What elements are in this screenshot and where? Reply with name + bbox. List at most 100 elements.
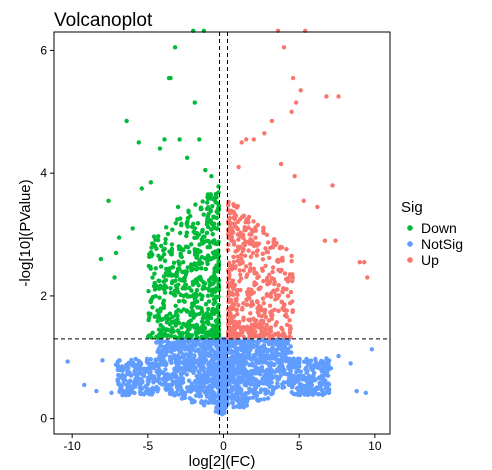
data-point <box>199 319 205 324</box>
data-point <box>206 238 211 244</box>
data-point <box>308 378 314 383</box>
data-point <box>244 274 249 280</box>
data-point <box>221 385 226 390</box>
data-point <box>299 382 304 388</box>
data-point <box>234 307 240 312</box>
data-point <box>241 213 247 218</box>
data-point <box>230 401 235 406</box>
data-point <box>199 237 205 242</box>
data-point <box>248 261 253 267</box>
data-point <box>205 245 210 250</box>
data-point <box>151 234 157 239</box>
data-point <box>270 356 276 361</box>
data-point <box>234 299 239 304</box>
data-point <box>242 242 248 248</box>
data-point <box>287 376 293 382</box>
data-point <box>253 366 258 371</box>
data-point <box>227 276 232 281</box>
data-point <box>262 308 267 313</box>
data-point <box>200 199 205 204</box>
data-point <box>163 225 169 230</box>
data-point <box>297 364 302 369</box>
data-point <box>211 363 216 368</box>
data-point <box>246 374 251 379</box>
data-point <box>232 211 237 217</box>
data-point <box>207 345 212 350</box>
data-point <box>290 272 295 277</box>
data-point <box>200 229 205 234</box>
data-point <box>166 340 171 345</box>
data-point <box>178 384 183 389</box>
data-point <box>133 356 138 362</box>
data-point <box>231 259 237 265</box>
data-point <box>221 410 226 416</box>
data-point <box>236 353 241 358</box>
data-point <box>199 356 205 362</box>
data-point <box>227 231 232 237</box>
data-point <box>176 282 181 287</box>
data-point <box>301 359 307 364</box>
data-point <box>177 360 183 365</box>
data-point <box>184 292 189 297</box>
data-point <box>165 317 170 322</box>
data-point <box>163 236 168 242</box>
data-point <box>249 299 254 304</box>
data-point <box>284 246 289 252</box>
data-point <box>207 220 212 225</box>
data-point <box>161 274 167 279</box>
data-point <box>242 363 247 368</box>
data-point <box>251 266 257 272</box>
data-point <box>281 332 286 337</box>
data-point <box>153 360 158 365</box>
data-point <box>116 380 121 386</box>
data-point <box>230 305 235 310</box>
data-point <box>260 257 266 262</box>
data-point <box>256 241 262 246</box>
data-point <box>196 384 201 390</box>
data-point <box>211 390 216 395</box>
data-point <box>155 349 160 355</box>
data-point <box>214 226 219 231</box>
y-tick-label: 0 <box>40 412 47 426</box>
data-point <box>262 131 267 136</box>
data-point <box>239 256 244 261</box>
data-point <box>263 263 268 269</box>
data-point <box>201 403 207 408</box>
data-point <box>233 339 239 344</box>
data-point <box>198 365 203 371</box>
data-point <box>178 251 183 256</box>
data-point <box>113 250 119 256</box>
data-point <box>164 285 169 290</box>
data-point <box>193 291 199 296</box>
data-point <box>124 392 129 398</box>
data-point <box>276 308 281 314</box>
data-point <box>267 303 273 308</box>
data-point <box>267 255 272 261</box>
data-point <box>322 372 327 377</box>
data-point <box>303 365 309 370</box>
data-point <box>186 327 191 332</box>
data-point <box>260 268 265 273</box>
data-point <box>150 330 155 335</box>
data-point <box>244 324 250 329</box>
data-point <box>363 390 368 396</box>
data-point <box>313 377 318 382</box>
data-point <box>230 292 236 297</box>
data-point <box>194 373 199 379</box>
data-point <box>167 391 173 397</box>
data-point <box>235 331 240 336</box>
data-point <box>212 324 217 329</box>
data-point <box>261 228 266 234</box>
data-point <box>184 372 190 377</box>
data-point <box>195 233 200 238</box>
data-point <box>137 368 142 373</box>
data-point <box>126 365 131 371</box>
data-point <box>177 343 183 349</box>
data-point <box>289 253 294 259</box>
data-point <box>184 155 190 161</box>
data-point <box>234 404 240 409</box>
data-point <box>130 226 135 231</box>
data-point <box>211 224 216 229</box>
x-tick-label: 10 <box>368 439 382 453</box>
data-point <box>132 390 137 396</box>
